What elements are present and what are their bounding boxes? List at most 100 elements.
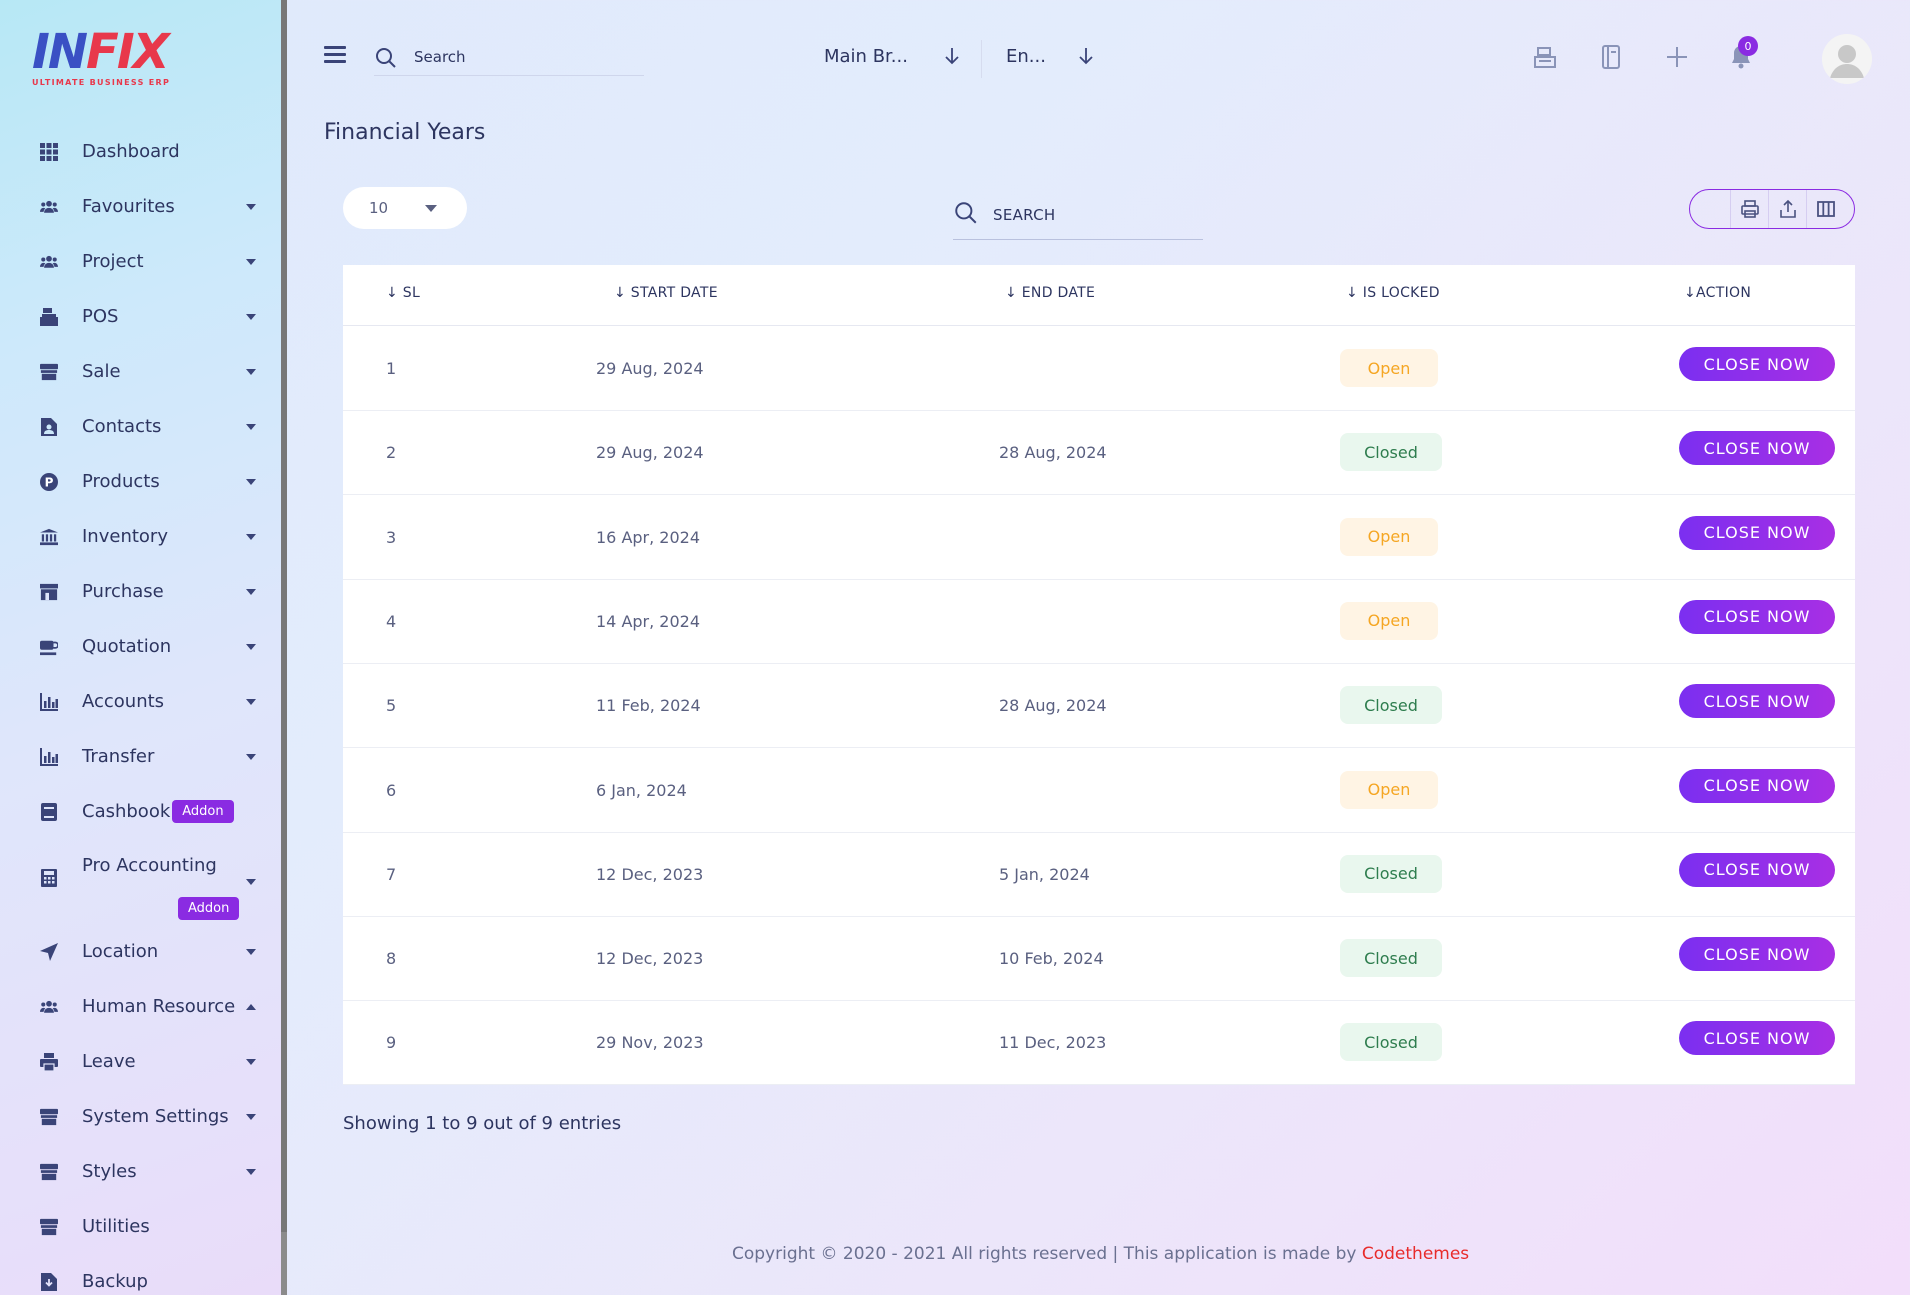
table-row: 9 29 Nov, 2023 11 Dec, 2023 Closed CLOSE NOW [343,1001,1855,1086]
cell-end-date: 28 Aug, 2024 [999,443,1107,463]
grid-icon [40,142,58,161]
sidebar-item-label: Quotation [82,636,172,657]
sidebar-item-styles[interactable]: Styles [40,1144,262,1199]
column-header-end-date[interactable]: ↓ END DATE [1005,285,1096,301]
sidebar-item-utilities[interactable]: Utilities [40,1199,262,1254]
cell-sl: 8 [386,949,397,969]
sidebar-item-sale[interactable]: Sale [40,344,262,399]
cell-start-date: 12 Dec, 2023 [596,864,704,884]
sidebar-item-human-resource[interactable]: Human Resource [40,979,262,1034]
notebook-icon[interactable] [1596,42,1626,72]
close-now-button[interactable]: CLOSE NOW [1679,431,1835,466]
caret-down-icon [425,205,437,212]
sidebar-item-label: Transfer [82,746,155,767]
user-avatar[interactable] [1822,34,1872,84]
close-now-button[interactable]: CLOSE NOW [1679,515,1835,550]
scrollbar-thumb[interactable] [281,0,287,1232]
users-icon [40,253,58,271]
sidebar-scrollbar[interactable] [281,0,287,1295]
sidebar-item-products[interactable]: P Products [40,454,262,509]
hamburger-menu-icon[interactable] [324,46,346,64]
sidebar-item-accounts[interactable]: Accounts [40,674,262,729]
top-search-input[interactable]: Search [414,48,466,66]
branch-select[interactable]: Main Br... [824,46,959,67]
cell-end-date: 28 Aug, 2024 [999,696,1107,716]
page-size-value: 10 [369,199,389,217]
sidebar-item-purchase[interactable]: Purchase [40,564,262,619]
status-badge: Open [1340,770,1438,809]
printer-icon [40,1052,58,1071]
sidebar-item-pos[interactable]: POS [40,289,262,344]
sidebar-item-system-settings[interactable]: System Settings [40,1089,262,1144]
close-now-button[interactable]: CLOSE NOW [1679,347,1835,381]
table-search-input[interactable]: SEARCH [993,206,1056,224]
cell-start-date: 11 Feb, 2024 [596,696,701,716]
language-select[interactable]: En... [1006,46,1093,67]
cell-sl: 2 [386,443,397,463]
sidebar-item-project[interactable]: Project [40,234,262,289]
sidebar-item-label: Project [82,251,144,272]
store-icon [40,1163,58,1181]
footer-brand-link[interactable]: Codethemes [1361,1244,1470,1264]
export-icon[interactable] [1768,190,1806,228]
column-header-action[interactable]: ↓ACTION [1684,285,1752,301]
close-now-button[interactable]: CLOSE NOW [1679,599,1835,634]
close-now-button[interactable]: CLOSE NOW [1679,1021,1835,1056]
column-header-start-date[interactable]: ↓ START DATE [614,285,718,301]
close-now-button[interactable]: CLOSE NOW [1679,852,1835,887]
sidebar-item-label: Utilities [82,1216,150,1237]
print-icon[interactable] [1730,190,1768,228]
sidebar-item-label: Leave [82,1051,136,1072]
caret-down-icon [246,258,256,265]
status-badge: Open [1340,601,1438,640]
page-size-select[interactable]: 10 [343,187,467,229]
sidebar-item-label: Human Resource [82,996,236,1017]
sidebar-item-label: Contacts [82,416,162,437]
table-row: 3 16 Apr, 2024 Open CLOSE NOW [343,496,1855,580]
sidebar-item-inventory[interactable]: Inventory [40,509,262,564]
cell-end-date: 11 Dec, 2023 [999,1033,1107,1053]
cell-sl: 5 [386,696,397,716]
caret-down-icon [246,368,256,375]
pos-register-icon[interactable] [1530,42,1560,72]
column-header-is-locked[interactable]: ↓ IS LOCKED [1346,285,1440,301]
caret-down-icon [246,948,256,955]
bank-icon [40,528,58,546]
cell-start-date: 29 Aug, 2024 [596,359,704,378]
sidebar-item-dashboard[interactable]: Dashboard [40,124,262,179]
app-logo[interactable]: INFIX ULTIMATE BUSINESS ERP [32,28,182,92]
caret-down-icon [246,698,256,705]
sidebar-item-pro-accounting[interactable]: Pro Accounting Addon [40,839,262,924]
table-header: ↓ SL ↓ START DATE ↓ END DATE ↓ IS LOCKED… [343,265,1855,326]
columns-icon[interactable] [1806,190,1844,228]
top-search[interactable]: Search [374,42,644,76]
table-search[interactable]: SEARCH [953,196,1203,240]
cell-sl: 4 [386,611,397,631]
sidebar-item-quotation[interactable]: Quotation [40,619,262,674]
shop-icon [40,583,58,601]
bar-chart-icon [40,747,58,766]
sidebar-item-label: Pro Accounting [82,855,217,876]
sidebar-item-label: Location [82,941,159,962]
location-arrow-icon [40,942,58,961]
close-now-button[interactable]: CLOSE NOW [1679,937,1835,972]
branch-select-value: Main Br... [824,46,908,67]
sidebar-item-contacts[interactable]: Contacts [40,399,262,454]
sidebar-item-favourites[interactable]: Favourites [40,179,262,234]
table-export-group [1689,189,1855,229]
sidebar-item-backup[interactable]: Backup [40,1254,262,1295]
close-now-button[interactable]: CLOSE NOW [1679,684,1835,719]
svg-text:P: P [45,475,54,489]
table-row: 8 12 Dec, 2023 10 Feb, 2024 Closed CLOSE NOW [343,917,1855,1002]
sidebar-item-leave[interactable]: Leave [40,1034,262,1089]
add-icon[interactable] [1662,42,1692,72]
column-header-sl[interactable]: ↓ SL [386,285,421,301]
status-badge: Closed [1340,939,1442,978]
arrow-down-icon [1079,48,1093,65]
sidebar-item-location[interactable]: Location [40,924,262,979]
sidebar-item-transfer[interactable]: Transfer [40,729,262,784]
sidebar-item-cashbook[interactable]: Cashbook Addon [40,784,262,839]
caret-down-icon [246,1113,256,1120]
sidebar-item-label: Inventory [82,526,168,547]
close-now-button[interactable]: CLOSE NOW [1679,768,1835,803]
